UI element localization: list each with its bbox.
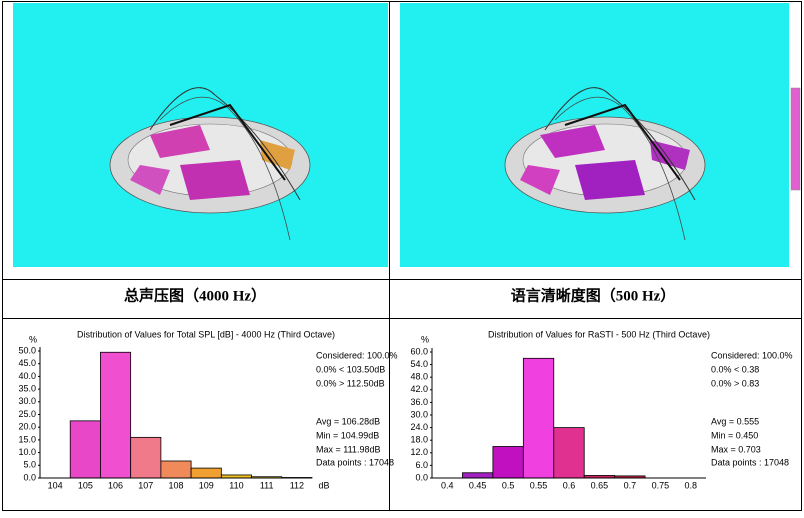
- y-tick-label: 5.0: [23, 460, 36, 470]
- stat-text: Max = 111.98dB: [316, 444, 380, 454]
- y-tick-label: 48.0: [410, 372, 428, 382]
- stat-text: 0.0% < 103.50dB: [316, 364, 385, 374]
- x-tick-label: 0.4: [441, 480, 454, 490]
- x-tick-label: 108: [168, 480, 183, 490]
- bar: [100, 351, 132, 479]
- stat-text: Data points : 17048: [316, 457, 394, 467]
- x-tick-label: 104: [48, 480, 63, 490]
- y-tick-label: 20.0: [18, 422, 36, 432]
- x-tick-label: 0.8: [685, 480, 698, 490]
- y-tick-label: 12.0: [410, 447, 428, 457]
- stat-text: Considered: 100.0%: [316, 350, 398, 360]
- x-tick-label: 0.75: [652, 480, 670, 490]
- bar: [553, 427, 585, 479]
- stat-text: Max = 0.703: [711, 444, 761, 454]
- bar: [492, 446, 524, 479]
- y-tick-label: 36.0: [410, 397, 428, 407]
- y-tick-label: 30.0: [18, 396, 36, 406]
- stat-text: Data points : 17048: [711, 457, 789, 467]
- stat-text: 0.0% > 112.50dB: [316, 378, 385, 388]
- x-tick-label: 111: [260, 480, 274, 490]
- x-tick-label: 0.5: [502, 480, 515, 490]
- chart-title: Distribution of Values for RaSTI - 500 H…: [488, 329, 710, 339]
- stat-text: Min = 0.450: [711, 430, 758, 440]
- x-tick-label: 0.55: [530, 480, 548, 490]
- y-tick-label: 15.0: [18, 434, 36, 444]
- x-tick-label: 0.45: [469, 480, 487, 490]
- x-tick-label: 106: [108, 480, 123, 490]
- bar: [160, 460, 192, 479]
- x-tick-label: 0.6: [563, 480, 576, 490]
- y-tick-label: 35.0: [18, 383, 36, 393]
- caption: 语言清晰度图（500 Hz）: [511, 286, 676, 304]
- y-tick-label: 6.0: [415, 460, 428, 470]
- stat-text: Considered: 100.0%: [711, 350, 793, 360]
- y-tick-label: 10.0: [18, 447, 36, 457]
- y-tick-label: 60.0: [410, 346, 428, 356]
- y-tick-label: 0.0: [415, 472, 428, 482]
- stat-text: 0.0% > 0.83: [711, 378, 759, 388]
- bar: [462, 472, 494, 479]
- y-tick-label: 54.0: [410, 359, 428, 369]
- table-frame: [2, 1, 802, 511]
- chart-title: Distribution of Values for Total SPL [dB…: [77, 329, 335, 339]
- stat-text: 0.0% < 0.38: [711, 364, 759, 374]
- y-axis-label: %: [421, 334, 429, 344]
- y-tick-label: 0.0: [23, 472, 36, 482]
- x-tick-label: 105: [78, 480, 93, 490]
- y-tick-label: 50.0: [18, 345, 36, 355]
- x-tick-label: 107: [138, 480, 153, 490]
- bar: [522, 357, 555, 479]
- x-tick-label: 0.65: [591, 480, 609, 490]
- render-right: [400, 3, 801, 267]
- x-tick-label: 109: [199, 480, 214, 490]
- x-tick-label: 112: [290, 480, 304, 490]
- x-axis-label: dB: [318, 480, 329, 490]
- bar: [130, 436, 162, 479]
- caption: 总声压图（4000 Hz）: [124, 286, 266, 304]
- y-tick-label: 40.0: [18, 371, 36, 381]
- y-tick-label: 30.0: [410, 409, 428, 419]
- x-tick-label: 110: [229, 480, 243, 490]
- y-axis-label: %: [29, 334, 37, 344]
- stat-text: Min = 104.99dB: [316, 430, 379, 440]
- render-left: [13, 3, 388, 267]
- y-tick-label: 42.0: [410, 384, 428, 394]
- y-tick-label: 45.0: [18, 358, 36, 368]
- bar: [190, 467, 222, 479]
- stat-text: Avg = 0.555: [711, 416, 759, 426]
- y-tick-label: 24.0: [410, 422, 428, 432]
- y-tick-label: 25.0: [18, 409, 36, 419]
- stat-text: Avg = 106.28dB: [316, 416, 380, 426]
- bar: [69, 420, 101, 479]
- x-tick-label: 0.7: [624, 480, 637, 490]
- y-tick-label: 18.0: [410, 435, 428, 445]
